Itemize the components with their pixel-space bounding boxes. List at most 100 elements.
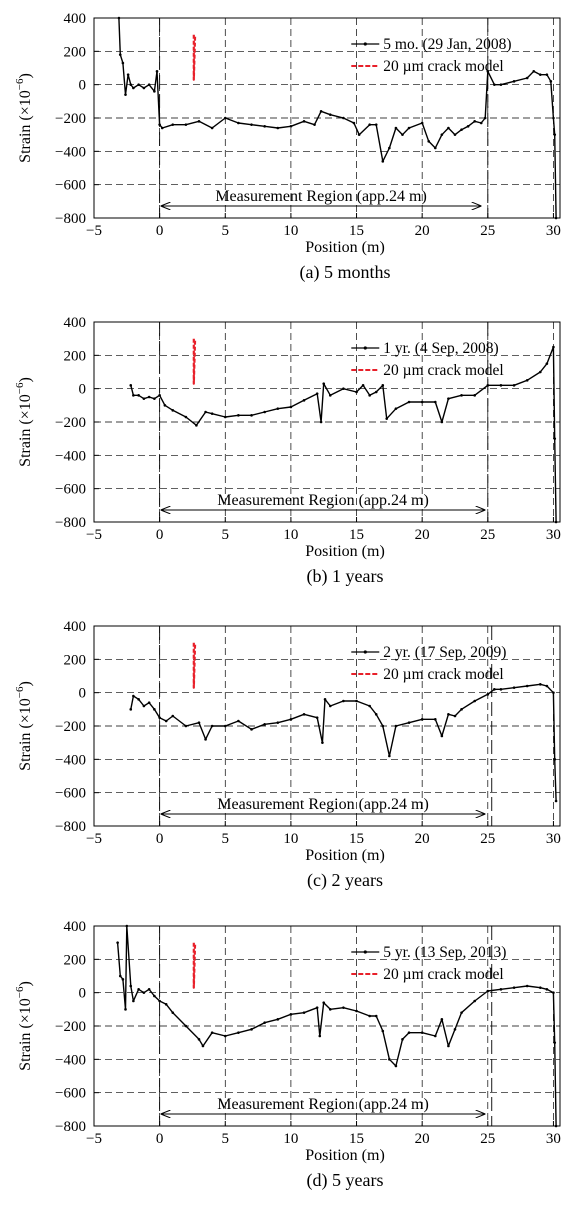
strain-data-point	[289, 718, 293, 721]
strain-data-point	[147, 988, 151, 991]
strain-data-point	[137, 394, 140, 397]
strain-data-point	[420, 400, 424, 404]
y-axis-label-exponent: −6	[14, 686, 26, 698]
y-tick-label: 200	[64, 652, 87, 668]
strain-data-point	[525, 76, 529, 80]
strain-data-point	[342, 699, 345, 703]
strain-data-point	[427, 140, 431, 143]
x-tick-label: 20	[415, 1131, 430, 1147]
strain-data-point	[223, 116, 227, 120]
y-tick-label: 200	[64, 952, 87, 968]
crack-model-line	[192, 642, 197, 689]
strain-data-point	[302, 713, 306, 716]
strain-data-point	[499, 988, 503, 991]
strain-data-point	[315, 1006, 319, 1009]
strain-data-point	[160, 126, 164, 130]
strain-data-point	[381, 724, 385, 728]
measurement-region-label: Measurement Region (app.24 m)	[217, 492, 429, 509]
x-tick-label: 5	[222, 1131, 230, 1147]
strain-data-point	[385, 417, 389, 420]
strain-data-point	[381, 384, 385, 387]
strain-data-point	[319, 420, 323, 424]
strain-data-point	[184, 123, 188, 126]
strain-data-point	[124, 1008, 127, 1011]
y-tick-label: −600	[55, 482, 86, 498]
strain-data-point	[440, 133, 444, 136]
legend-label-strain: 5 mo. (29 Jan, 2008)	[383, 36, 511, 53]
strain-data-point	[381, 1029, 385, 1033]
strain-data-point	[126, 73, 130, 76]
strain-data-point	[237, 414, 240, 417]
x-tick-label: 30	[546, 831, 561, 847]
strain-data-point	[447, 1044, 450, 1048]
strain-data-point	[545, 988, 549, 991]
strain-data-point	[328, 394, 332, 397]
strain-data-point	[210, 126, 214, 130]
strain-data-point	[460, 394, 463, 397]
strain-data-point	[315, 716, 319, 719]
strain-data-point	[447, 126, 450, 130]
y-tick-label: 400	[64, 619, 87, 635]
y-tick-label: 0	[79, 686, 87, 702]
strain-data-point	[158, 394, 161, 397]
x-tick-label: 5	[222, 223, 230, 239]
strain-data-point	[237, 719, 240, 723]
strain-data-point	[486, 384, 490, 387]
y-tick-label: 0	[79, 78, 87, 94]
strain-data-point	[407, 1031, 411, 1034]
y-axis-label-close: )	[17, 981, 34, 986]
strain-data-point	[184, 724, 188, 728]
x-axis-label: Position (m)	[305, 1147, 385, 1164]
strain-data-point	[368, 123, 371, 126]
strain-data-point	[407, 126, 411, 130]
strain-data-point	[142, 991, 146, 994]
strain-data-point	[381, 160, 385, 163]
strain-data-point	[539, 986, 542, 989]
strain-data-point	[302, 1011, 306, 1014]
strain-data-point	[553, 1041, 557, 1044]
strain-data-point	[328, 704, 332, 708]
y-tick-label: 400	[64, 11, 87, 27]
strain-data-point	[250, 728, 253, 731]
strain-data-point	[132, 394, 135, 397]
strain-data-point	[116, 941, 119, 944]
y-tick-label: −200	[55, 719, 86, 735]
strain-data-point	[147, 395, 151, 399]
strain-data-point	[512, 686, 516, 689]
y-tick-label: −800	[55, 1119, 86, 1135]
strain-data-point	[171, 714, 175, 718]
strain-data-point	[394, 407, 398, 410]
strain-data-point	[486, 693, 490, 696]
x-tick-label: 25	[480, 1131, 495, 1147]
strain-data-point	[237, 121, 240, 125]
strain-data-point	[164, 719, 168, 723]
strain-data-point	[276, 1018, 280, 1021]
strain-data-point	[433, 718, 437, 721]
legend-marker	[363, 950, 367, 954]
y-tick-label: −800	[55, 211, 86, 227]
strain-data-point	[539, 370, 542, 374]
strain-data-point	[153, 708, 156, 711]
strain-data-point	[483, 116, 487, 120]
strain-data-point	[223, 724, 227, 728]
strain-data-point	[394, 1064, 398, 1068]
strain-data-point	[388, 146, 391, 150]
strain-data-point	[433, 1034, 437, 1038]
strain-data-point	[401, 133, 404, 136]
y-axis-label-main: Strain (×10	[17, 698, 34, 771]
strain-data-point	[302, 120, 306, 123]
strain-data-point	[195, 424, 198, 427]
strain-data-point	[352, 121, 356, 125]
strain-data-point	[342, 1006, 345, 1009]
y-tick-label: −800	[55, 819, 86, 835]
y-axis-label-main: Strain (×10	[17, 998, 34, 1071]
y-axis-label-close: )	[17, 73, 34, 78]
strain-data-point	[499, 83, 503, 86]
strain-data-point	[210, 412, 214, 415]
strain-data-point	[184, 415, 188, 419]
strain-data-point	[355, 1009, 358, 1013]
panel-caption: (c) 2 years	[307, 870, 383, 891]
strain-data-point	[473, 120, 476, 123]
strain-data-point	[440, 734, 444, 738]
crack-model-line	[192, 34, 197, 81]
